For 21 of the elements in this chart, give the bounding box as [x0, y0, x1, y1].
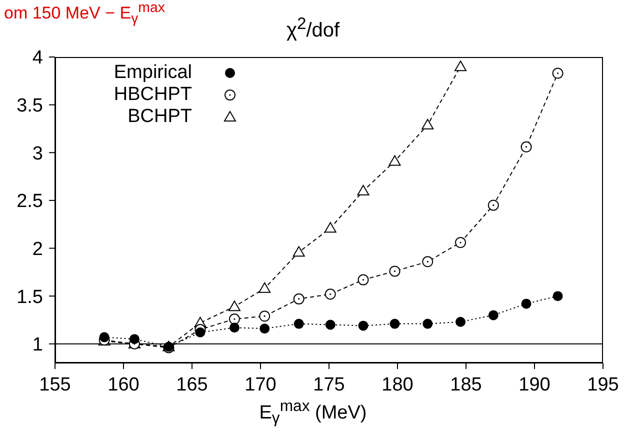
legend-label: Empirical [112, 62, 192, 84]
legend-label: BCHPT [126, 106, 192, 128]
x-tick-label: 185 [450, 374, 482, 396]
legend-label: HBCHPT [112, 84, 192, 106]
x-tick-label: 160 [108, 374, 140, 396]
y-tick-label: 2.5 [16, 191, 43, 212]
x-tick-label: 175 [313, 374, 345, 396]
x-tick-label: 170 [244, 374, 276, 396]
chart-title: χ$^{2}$/dof [286, 14, 340, 42]
y-tick-label: 2 [32, 238, 43, 260]
y-tick-label: 3.5 [16, 96, 43, 117]
x-axis-title: E$_{γ}$$^{max}$ (MeV) [258, 398, 368, 428]
y-tick-label: 1.5 [16, 286, 43, 308]
x-tick-label: 165 [176, 374, 208, 396]
x-tick-label: 180 [382, 374, 414, 396]
y-tick-label: 1 [32, 334, 43, 356]
y-tick-label: 3 [32, 143, 43, 164]
x-tick-label: 155 [39, 374, 71, 396]
x-tick-label: 190 [518, 374, 550, 396]
y-tick-label: 4 [32, 48, 44, 69]
x-tick-label: 195 [587, 374, 619, 396]
